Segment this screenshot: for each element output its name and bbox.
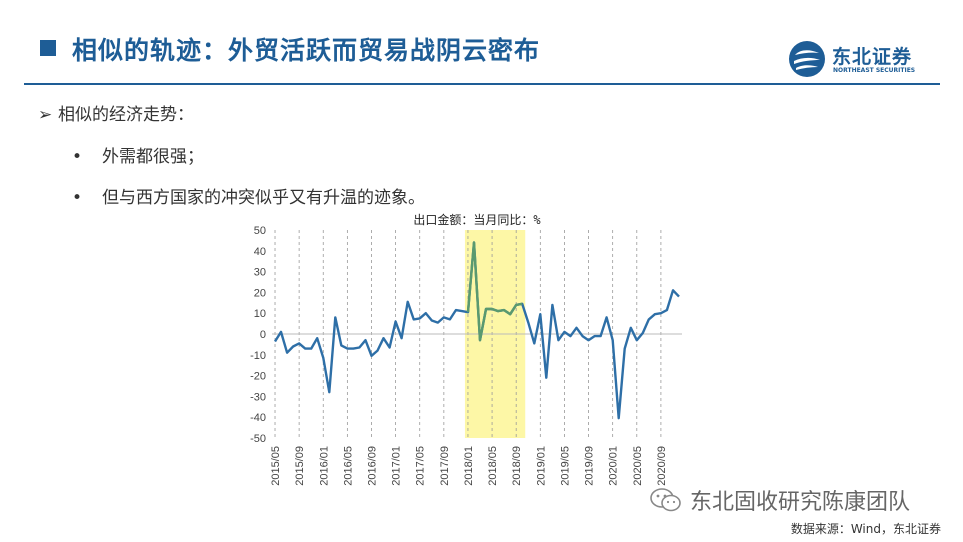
data-source: 数据来源：Wind，东北证券 [790, 522, 941, 536]
x-tick-label: 2019/09 [584, 446, 596, 486]
y-tick-label: 30 [254, 267, 266, 279]
y-axis: 50 40 30 20 10 0 -10 -20 -30 -40 -50 [250, 225, 266, 445]
x-tick-label: 2015/09 [294, 446, 306, 486]
series [273, 241, 680, 420]
header-divider [24, 83, 940, 85]
x-tick-label: 2020/09 [656, 446, 668, 486]
y-tick-label: -30 [250, 391, 266, 403]
y-tick-label: 40 [254, 246, 266, 258]
dot-bullet-icon: • [72, 188, 83, 208]
x-tick-label: 2018/09 [511, 446, 523, 486]
y-tick-label: -40 [250, 412, 266, 424]
northeast-securities-logo-icon [789, 41, 825, 77]
logo-name-cn: 东北证券 [832, 46, 913, 68]
x-tick-label: 2019/01 [535, 446, 547, 486]
y-tick-label: -10 [250, 350, 266, 362]
x-tick-label: 2017/05 [415, 446, 427, 486]
x-tick-label: 2020/01 [608, 446, 620, 486]
x-tick-label: 2017/01 [391, 446, 403, 486]
x-tick-label: 2018/01 [463, 446, 475, 486]
y-tick-label: 20 [254, 287, 266, 299]
x-tick-label: 2016/05 [342, 446, 354, 486]
title-square-icon [40, 40, 56, 56]
bullet-sub-text: 外需都很强； [102, 147, 204, 167]
y-tick-label: 10 [254, 308, 266, 320]
x-tick-label: 2019/05 [559, 446, 571, 486]
x-tick-label: 2016/09 [366, 446, 378, 486]
y-tick-label: 0 [260, 329, 266, 341]
bullet-sub-item: • 外需都很强； [72, 142, 204, 167]
watermark-text: 东北固收研究陈康团队 [690, 490, 911, 515]
x-tick-label: 2015/05 [270, 446, 282, 486]
y-tick-label: 50 [254, 225, 266, 237]
x-tick-label: 2018/05 [487, 446, 499, 486]
chart-title: 出口金额：当月同比：% [413, 212, 541, 227]
bullet-sub-item: • 但与西方国家的冲突似乎又有升温的迹象。 [72, 183, 425, 208]
y-tick-label: -20 [250, 371, 266, 383]
bullet-main-text: 相似的经济走势： [58, 105, 194, 125]
x-tick-label: 2017/09 [439, 446, 451, 486]
dot-bullet-icon: • [72, 147, 83, 167]
y-tick-label: -50 [250, 433, 266, 445]
x-tick-label: 2020/05 [632, 446, 644, 486]
bullet-sub-text: 但与西方国家的冲突似乎又有升温的迹象。 [102, 188, 425, 208]
company-logo: 东北证券 NORTHEAST SECURITIES [788, 40, 938, 78]
page-title: 相似的轨迹：外贸活跃而贸易战阴云密布 [72, 36, 541, 65]
arrow-bullet-icon: ➢ [38, 105, 53, 125]
wechat-icon [650, 488, 681, 512]
x-axis: 2015/05 2015/09 2016/01 2016/05 2016/09 2017/… [270, 446, 668, 486]
x-tick-label: 2016/01 [318, 446, 330, 486]
series-line-highlight [466, 241, 523, 342]
header: 相似的轨迹：外贸活跃而贸易战阴云密布 东北证券 NORTHEAST SECURI… [0, 0, 963, 88]
bullet-main: ➢ 相似的经济走势： [38, 100, 194, 125]
logo-name-en: NORTHEAST SECURITIES [833, 67, 916, 74]
